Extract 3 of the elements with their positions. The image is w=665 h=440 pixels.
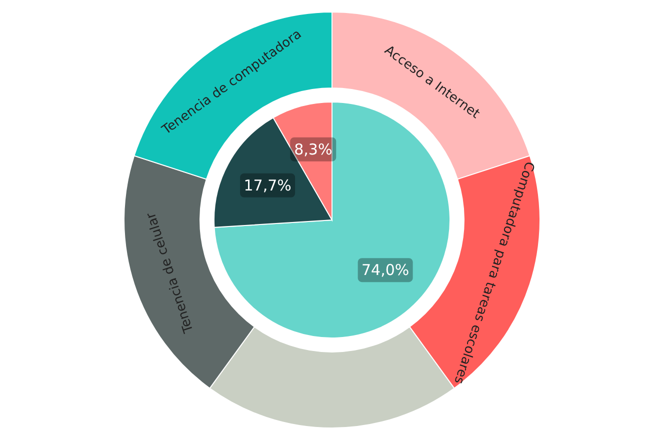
data-label: 74,0% <box>362 261 410 280</box>
data-label: 8,3% <box>294 140 332 158</box>
data-label: 17,7% <box>244 176 292 194</box>
